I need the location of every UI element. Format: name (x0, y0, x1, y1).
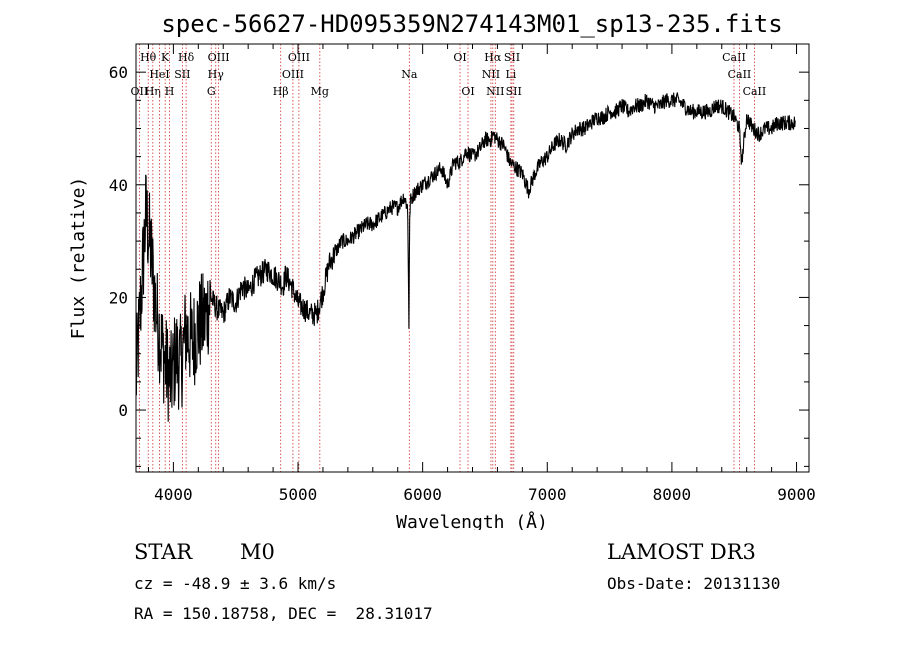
x-tick-label-5: 9000 (777, 485, 816, 504)
spectrum-line (135, 92, 796, 422)
line-label-16: OI (453, 51, 466, 64)
line-label-4: K (161, 51, 170, 64)
line-label-25: CaII (728, 68, 752, 81)
x-axis-label: Wavelength (Å) (396, 511, 548, 530)
line-label-21: Li (505, 68, 516, 81)
line-label-8: G (207, 85, 216, 98)
x-tick-label-4: 8000 (653, 485, 692, 504)
line-label-3: HeI (149, 68, 169, 81)
line-label-2: Hη (145, 85, 161, 98)
line-label-0: OII (131, 85, 149, 98)
plot-frame (135, 43, 810, 473)
line-label-22: SII (504, 51, 520, 64)
subclass-label: M0 (240, 540, 275, 564)
redshift-text: cz = -48.9 ± 3.6 km/s (134, 574, 337, 593)
line-label-26: CaII (743, 85, 767, 98)
line-markers: OII Hθ Hη HeI K H SII Hδ G Hγ OIII Hβ OIII OIII Mg Na OI… (131, 44, 767, 472)
line-label-13: OIII (288, 51, 310, 64)
line-label-6: SII (174, 68, 190, 81)
chart-title: spec-56627-HD095359N274143M01_sp13-235.f… (161, 10, 782, 38)
x-tick-label-0: 4000 (154, 485, 193, 504)
line-label-24: CaII (722, 51, 746, 64)
survey-label: LAMOST DR3 (607, 540, 756, 564)
y-tick-label-2: 40 (109, 176, 128, 195)
y-tick-label-3: 60 (109, 63, 128, 82)
line-label-18: NII (482, 68, 500, 81)
y-axis-label: Flux (relative) (68, 177, 89, 340)
x-tick-label-3: 7000 (528, 485, 567, 504)
x-tick-label-1: 5000 (279, 485, 318, 504)
y-tick-label-0: 0 (118, 401, 128, 420)
spectrum-chart: spec-56627-HD095359N274143M01_sp13-235.f… (68, 10, 816, 530)
line-label-20: NII (486, 85, 504, 98)
line-label-19: Hα (484, 51, 502, 64)
line-label-23: SII (506, 85, 522, 98)
x-tick-label-2: 6000 (403, 485, 442, 504)
coord-text: RA = 150.18758, DEC = 28.31017 (134, 604, 433, 623)
line-label-1: Hθ (140, 51, 157, 64)
line-label-14: Mg (311, 85, 329, 98)
line-label-10: OIII (208, 51, 230, 64)
line-label-11: Hβ (273, 85, 289, 98)
line-label-7: Hδ (178, 51, 195, 64)
line-label-17: OI (461, 85, 474, 98)
line-label-15: Na (401, 68, 418, 81)
axis-ticks: 4000 5000 6000 7000 8000 9000 0 20 40 60 (109, 44, 816, 504)
line-label-9: Hγ (208, 68, 225, 81)
y-tick-label-1: 20 (109, 288, 128, 307)
line-label-5: H (165, 85, 175, 98)
line-label-12: OIII (282, 68, 304, 81)
obs-date-text: Obs-Date: 20131130 (607, 574, 781, 593)
class-label: STAR (134, 540, 193, 564)
